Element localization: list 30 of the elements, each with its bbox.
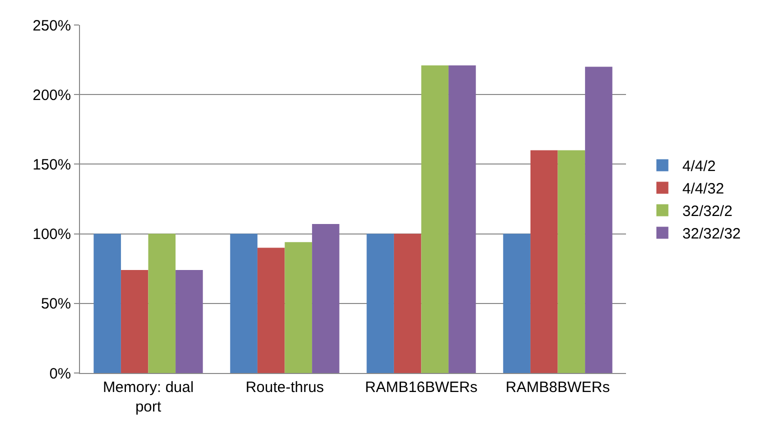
legend-label: 4/4/2: [682, 158, 716, 176]
bar: [257, 248, 285, 373]
bar: [530, 150, 558, 373]
bar: [503, 234, 530, 373]
bar: [176, 270, 203, 373]
x-tick-label: Route-thrus: [246, 379, 324, 396]
bar: [448, 65, 476, 373]
y-tick-label: 200%: [32, 86, 71, 104]
bar: [94, 234, 121, 373]
bar: [120, 270, 148, 373]
bar: [312, 224, 340, 373]
bar: [230, 234, 258, 373]
y-tick-label: 250%: [32, 17, 71, 34]
x-tick-label: RAMB16BWERs: [364, 379, 478, 396]
y-tick-label: 50%: [40, 296, 71, 313]
bar: [148, 234, 176, 373]
legend-label: 4/4/32: [682, 180, 724, 198]
bar: [284, 242, 312, 373]
legend-label: 32/32/32: [682, 226, 741, 243]
bar: [394, 234, 422, 373]
x-tick-label: Memory: dual port: [102, 379, 194, 416]
legend-label: 32/32/2: [682, 203, 732, 220]
bar: [585, 66, 612, 373]
y-tick-label: 150%: [32, 156, 71, 174]
y-tick-label: 0%: [49, 365, 71, 382]
bar: [558, 150, 586, 373]
x-tick-label: RAMB8BWERs: [506, 379, 610, 396]
bar: [366, 234, 394, 373]
y-tick-label: 100%: [32, 226, 71, 244]
bar: [421, 65, 449, 373]
